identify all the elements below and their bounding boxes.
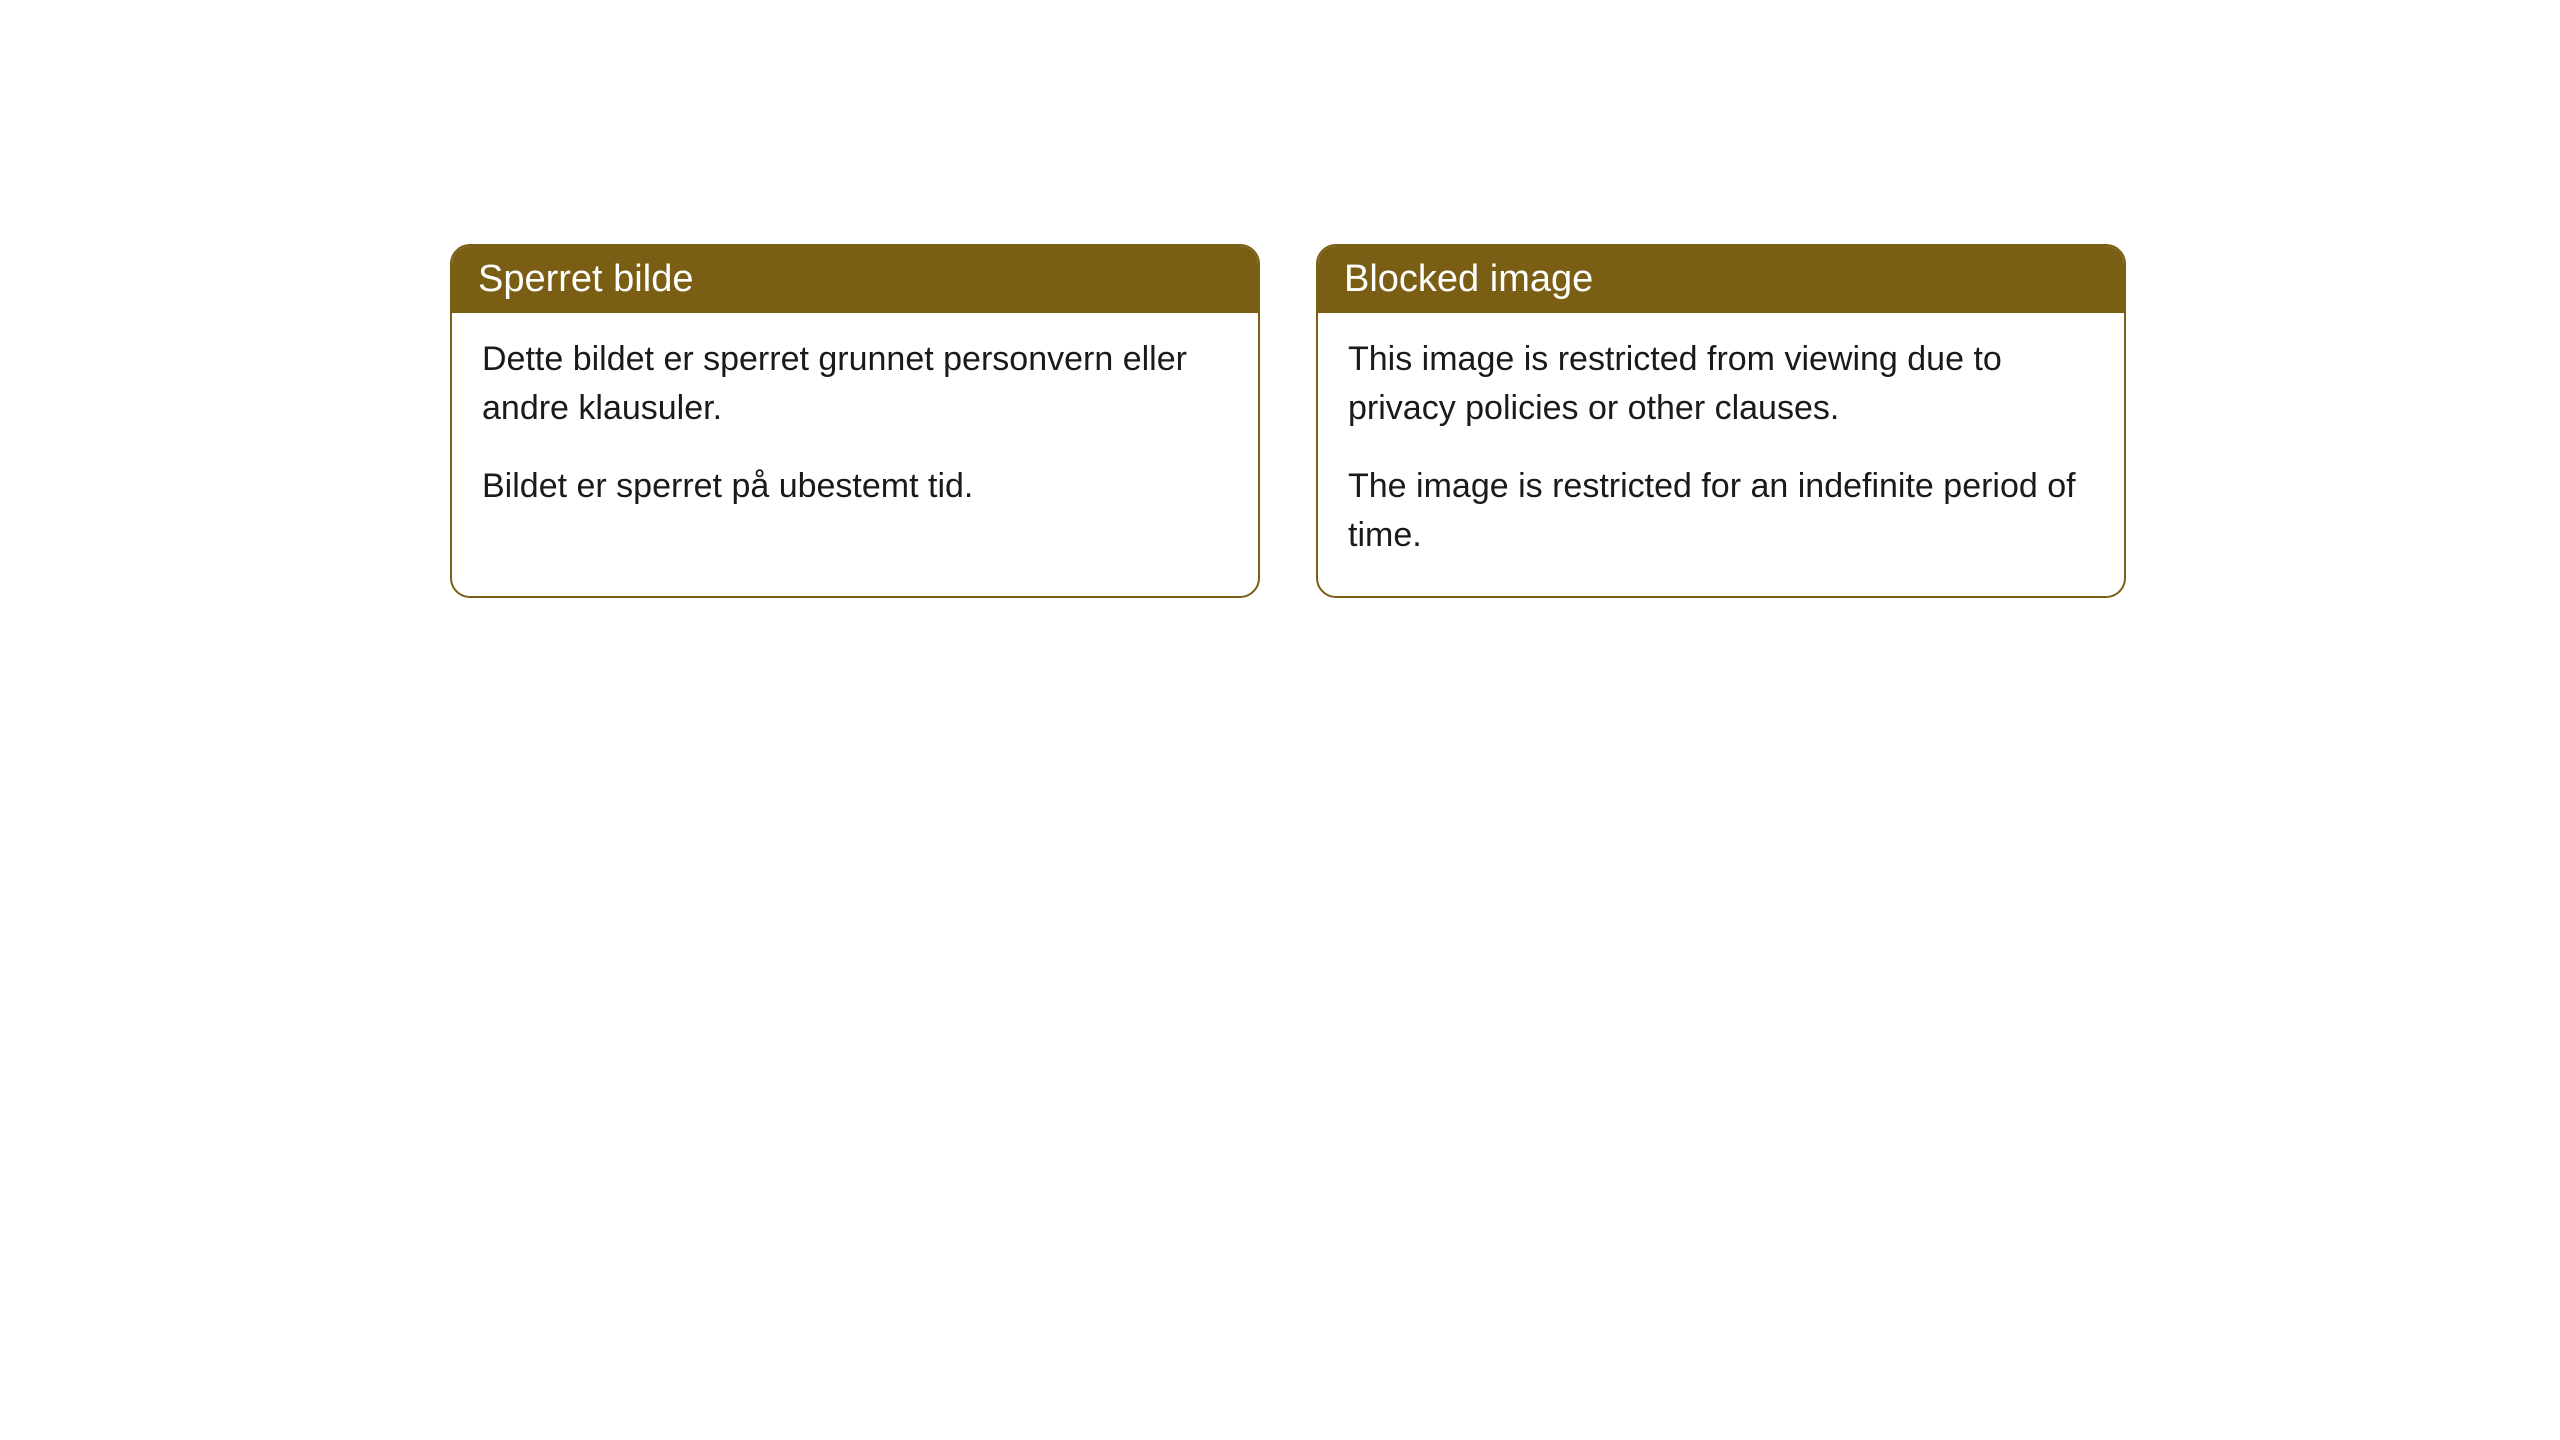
card-paragraph-2-norwegian: Bildet er sperret på ubestemt tid. [482, 462, 1228, 511]
notice-card-english: Blocked image This image is restricted f… [1316, 244, 2126, 598]
card-paragraph-1-norwegian: Dette bildet er sperret grunnet personve… [482, 335, 1228, 434]
card-header-english: Blocked image [1318, 246, 2124, 313]
card-body-norwegian: Dette bildet er sperret grunnet personve… [452, 313, 1258, 547]
card-paragraph-1-english: This image is restricted from viewing du… [1348, 335, 2094, 434]
card-title-norwegian: Sperret bilde [478, 258, 693, 300]
card-paragraph-2-english: The image is restricted for an indefinit… [1348, 462, 2094, 561]
notice-card-norwegian: Sperret bilde Dette bildet er sperret gr… [450, 244, 1260, 598]
card-title-english: Blocked image [1344, 258, 1593, 300]
card-body-english: This image is restricted from viewing du… [1318, 313, 2124, 596]
card-header-norwegian: Sperret bilde [452, 246, 1258, 313]
notice-cards-container: Sperret bilde Dette bildet er sperret gr… [450, 244, 2126, 598]
